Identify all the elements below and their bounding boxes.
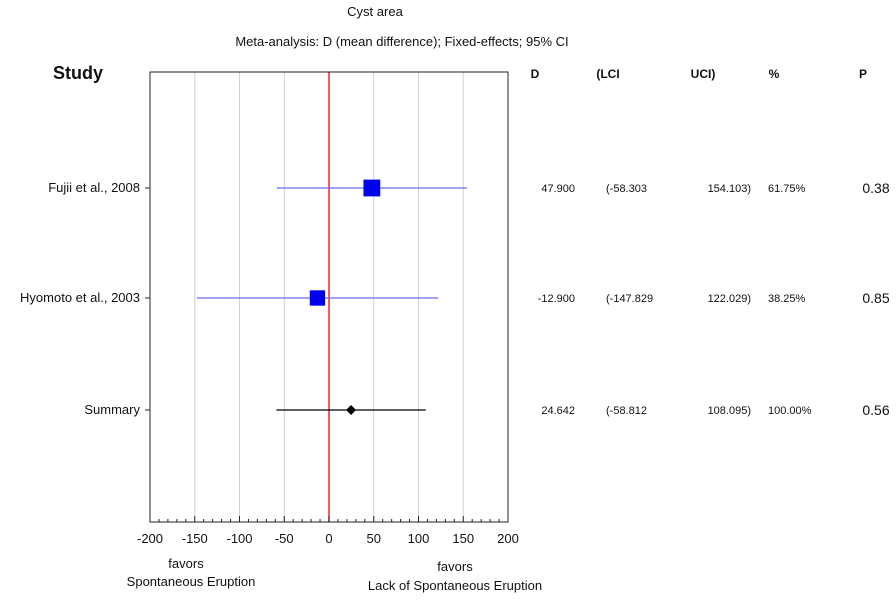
p-value: 0.56	[862, 402, 889, 418]
x-axis-ticks: -200 -150 -100 -50 0 50 100 150 200	[137, 516, 519, 546]
favors-right-line2: Lack of Spontaneous Eruption	[368, 578, 542, 593]
lci-value: (-147.829	[606, 293, 653, 305]
x-tick-label: 150	[452, 531, 474, 546]
percent-value: 100.00%	[768, 405, 812, 417]
gridlines	[194, 72, 464, 522]
x-tick-label: 200	[497, 531, 519, 546]
d-value: 47.900	[541, 183, 575, 195]
x-tick-label: -50	[275, 531, 294, 546]
x-tick-label: 100	[408, 531, 430, 546]
uci-value: 108.095)	[708, 405, 751, 417]
study-name: Fujii et al., 2008	[48, 180, 140, 195]
favors-left-line2: Spontaneous Eruption	[127, 574, 256, 589]
x-tick-label: 50	[367, 531, 381, 546]
study-name: Hyomoto et al., 2003	[20, 290, 140, 305]
study-row: Summary 24.642 (-58.812 108.095) 100.00% 0.56	[84, 402, 889, 418]
chart-title: Cyst area	[347, 4, 403, 19]
study-row: Hyomoto et al., 2003 -12.900 (-147.829 122.…	[20, 290, 890, 306]
favors-left-line1: favors	[168, 556, 204, 571]
effect-size-marker	[309, 290, 326, 306]
percent-value: 61.75%	[768, 183, 806, 195]
study-rows: Fujii et al., 2008 47.900 (-58.303 154.103)…	[20, 179, 890, 418]
lci-value: (-58.812	[606, 405, 647, 417]
percent-value: 38.25%	[768, 293, 806, 305]
effect-size-marker	[363, 179, 381, 197]
study-row: Fujii et al., 2008 47.900 (-58.303 154.103)…	[48, 179, 890, 197]
summary-diamond	[346, 405, 357, 415]
study-name: Summary	[84, 402, 140, 417]
uci-column-header: UCI)	[691, 67, 716, 81]
favors-right-line1: favors	[437, 559, 473, 574]
uci-value: 154.103)	[708, 183, 751, 195]
uci-value: 122.029)	[708, 293, 751, 305]
d-column-header: D	[531, 67, 540, 81]
x-tick-label: -150	[182, 531, 208, 546]
percent-column-header: %	[769, 67, 780, 81]
lci-column-header: (LCI	[596, 67, 619, 81]
x-tick-label: -200	[137, 531, 163, 546]
study-column-header: Study	[53, 63, 103, 83]
p-value: 0.38	[862, 180, 889, 196]
chart-subtitle: Meta-analysis: D (mean difference); Fixe…	[235, 34, 568, 49]
lci-value: (-58.303	[606, 183, 647, 195]
d-value: -12.900	[538, 293, 575, 305]
x-tick-label: 0	[325, 531, 332, 546]
p-value: 0.85	[862, 290, 889, 306]
d-value: 24.642	[541, 405, 575, 417]
p-column-header: P	[859, 67, 867, 81]
x-tick-label: -100	[226, 531, 252, 546]
